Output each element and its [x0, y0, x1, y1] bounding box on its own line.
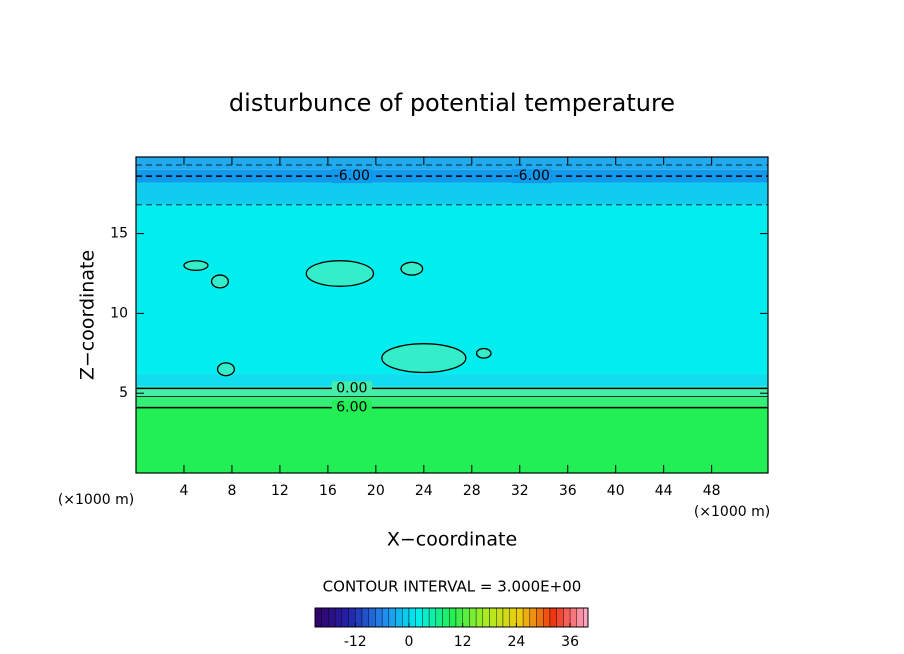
x-tick-label: 20 — [367, 483, 385, 499]
colorbar-cell — [543, 607, 551, 628]
y-tick-label: 5 — [119, 385, 128, 401]
colorbar-tick-label: 0 — [405, 634, 414, 650]
x-tick-label: 36 — [559, 483, 577, 499]
contour-band — [136, 374, 768, 387]
x-tick-label: 32 — [511, 483, 529, 499]
contour-label-bg — [331, 169, 372, 184]
colorbar-cell — [563, 607, 571, 628]
y-tick-label: 10 — [110, 305, 128, 321]
colorbar-cell — [361, 607, 369, 628]
contour-label: -6.00 — [514, 168, 550, 184]
contour-blob — [216, 362, 235, 377]
contour-blob — [381, 343, 467, 374]
y-tick-label: 15 — [110, 226, 128, 242]
contour-label-bg — [511, 169, 552, 184]
contour-interval: CONTOUR INTERVAL = 3.000E+00 — [323, 578, 582, 596]
x-axis-label: X−coordinate — [387, 529, 517, 551]
colorbar-cell — [334, 607, 343, 628]
x-tick-label: 28 — [463, 483, 481, 499]
colorbar-cell — [475, 607, 484, 628]
colorbar-cell — [536, 607, 544, 628]
colorbar-cell — [569, 607, 578, 628]
contour-blob — [400, 261, 424, 276]
colorbar-cell — [462, 607, 470, 628]
contour-band — [136, 182, 768, 205]
contour-label: -6.00 — [334, 168, 370, 184]
colorbar-cell — [341, 607, 349, 628]
colorbar-cell — [442, 607, 450, 628]
colorbar-cell — [489, 607, 497, 628]
colorbar-cell — [408, 607, 416, 628]
colorbar-cell — [428, 607, 437, 628]
colorbar-cell — [381, 607, 390, 628]
contour-label-bg — [331, 381, 372, 396]
x-tick-label: 8 — [227, 483, 236, 499]
contour-label: 6.00 — [336, 400, 367, 416]
colorbar-cell — [469, 607, 477, 628]
plot-frame — [135, 156, 769, 474]
x-tick-label: 48 — [703, 483, 721, 499]
colorbar-cell — [482, 607, 490, 628]
x-tick-label: 4 — [180, 483, 189, 499]
contour-band — [136, 157, 768, 170]
y-axis-label: Z−coordinate — [77, 250, 99, 380]
colorbar-cell — [422, 607, 430, 628]
colorbar-cell — [395, 607, 403, 628]
colorbar-cell — [402, 607, 410, 628]
contour-blob — [475, 347, 492, 359]
contour-band — [136, 386, 768, 397]
colorbar-tick-label: 36 — [561, 634, 579, 650]
chart-title: disturbunce of potential temperature — [229, 89, 675, 117]
x-tick-label: 40 — [607, 483, 625, 499]
colorbar-cell — [516, 607, 524, 628]
colorbar-cell — [455, 607, 463, 628]
colorbar-cell — [375, 607, 383, 628]
contour-band — [136, 396, 768, 406]
contour-band — [136, 405, 768, 473]
contour-label: 0.00 — [336, 380, 367, 396]
colorbar-cell — [314, 607, 322, 628]
contour-band — [136, 204, 768, 375]
colorbar-cell — [348, 607, 356, 628]
colorbar-tick-label: 12 — [454, 634, 472, 650]
x-unit-label: (×1000 m) — [694, 504, 770, 520]
colorbar-cell — [556, 607, 564, 628]
colorbar-cell — [522, 607, 531, 628]
colorbar-cell — [449, 607, 457, 628]
colorbar-cell — [576, 607, 584, 628]
colorbar-cell — [355, 607, 363, 628]
colorbar-cell — [496, 607, 504, 628]
x-tick-label: 12 — [271, 483, 289, 499]
y-unit-label: (×1000 m) — [58, 492, 134, 508]
colorbar-cell — [509, 607, 517, 628]
colorbar-cell — [321, 607, 329, 628]
x-tick-label: 24 — [415, 483, 433, 499]
colorbar-cell — [549, 607, 557, 628]
contour-blob — [305, 260, 375, 287]
colorbar-tick-label: -12 — [344, 634, 367, 650]
colorbar-cell — [415, 607, 423, 628]
contour-label-bg — [331, 400, 372, 415]
contour-blob — [210, 274, 229, 289]
colorbar-cell — [529, 607, 537, 628]
colorbar-cell — [502, 607, 510, 628]
x-tick-label: 44 — [655, 483, 673, 499]
colorbar-tick-label: 24 — [507, 634, 525, 650]
colorbar-cell — [388, 607, 396, 628]
colorbar-cell — [368, 607, 376, 628]
colorbar-cell — [583, 607, 589, 628]
x-tick-label: 16 — [319, 483, 337, 499]
colorbar-frame — [314, 607, 589, 628]
colorbar-cell — [435, 607, 443, 628]
contour-blob — [183, 260, 209, 271]
colorbar-cell — [328, 607, 336, 628]
